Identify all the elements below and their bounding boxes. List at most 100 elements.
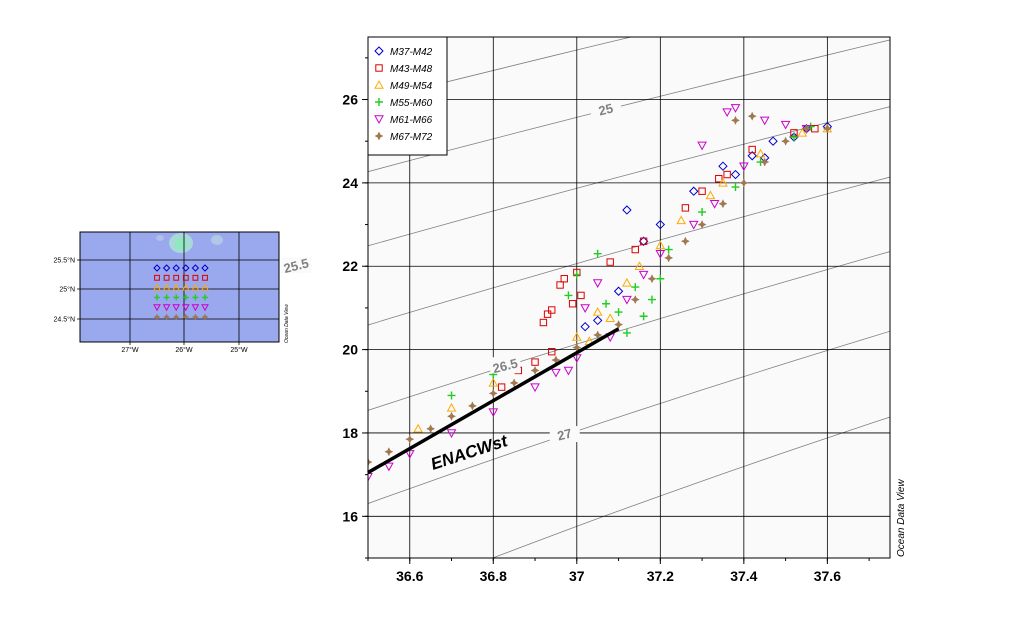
data-point [602,299,611,308]
data-point [551,368,561,378]
y-tick-label: 24 [342,175,358,191]
watermark-text: Ocean Data View [896,479,907,557]
data-point [739,178,749,188]
legend-marker [374,46,384,56]
data-point [488,408,499,418]
x-tick-label: 37.4 [730,568,757,584]
data-point [548,347,556,356]
data-point [647,274,657,284]
map-station-marker [153,313,161,321]
map-station-marker [163,294,170,301]
isopycnal-label-bg [549,426,580,443]
data-point [531,358,539,366]
map-lat-label: 24.5°N [54,316,75,324]
map-lat-label: 25°N [59,286,75,294]
data-point [811,124,819,133]
isopycnal-label-bg [490,357,521,374]
data-point [593,249,602,258]
map-station-marker [162,283,171,291]
data-point [467,401,477,411]
map-station-marker [153,304,161,312]
data-point [760,157,770,167]
series-M67-M72 [368,111,832,467]
x-tick-label: 37.6 [814,568,841,584]
isopycnal-line [368,176,890,326]
map-station-marker [172,304,181,312]
data-point [580,321,590,332]
data-point [730,104,741,113]
data-point [556,281,564,289]
legend: M37-M42 M43-M48 M49-M54 M55-M60 M61-M66 M67-M… [367,36,448,156]
data-point [368,473,373,482]
data-point [639,237,648,245]
series-M49-M54 [413,123,833,433]
data-point [638,270,649,280]
x-tick-label: 37 [569,568,585,584]
data-point [697,219,707,230]
data-point [698,208,707,217]
data-point [718,199,728,209]
data-point [606,258,614,266]
data-point [560,275,568,283]
data-point [539,318,548,327]
map-station-marker [191,264,200,272]
map-station-marker [201,313,209,321]
legend-marker [374,131,384,141]
data-point [801,124,812,134]
map-station-marker [191,313,199,321]
map-station-marker [172,313,180,321]
data-point [488,388,498,398]
data-point [709,200,720,209]
map-station-marker [182,313,190,321]
data-point [715,175,723,183]
data-point [680,236,690,246]
map-station-marker [162,264,171,272]
map-station-marker [182,274,189,281]
data-point [631,283,640,292]
data-point [655,240,666,250]
grid [368,37,890,558]
data-point [676,215,687,225]
map-station-marker [173,274,180,281]
isopycnal-line [368,39,890,173]
data-point [548,306,556,314]
axis-ticks: 36.6 36.8 37 37.2 37.4 37.6 16 18 20 22 24 26 [342,57,870,584]
map-lat-label: 25.5°N [54,257,75,265]
legend-marker [375,64,383,72]
data-point [446,402,457,412]
map-station-marker [191,304,200,312]
data-point [638,236,649,246]
map-station-marker [162,304,171,312]
data-point [622,328,631,337]
data-point [368,457,373,467]
data-point [738,162,749,172]
map-bathymetry-feature [156,235,164,241]
data-point [747,151,757,161]
map-station-marker [154,274,160,281]
y-tick-label: 18 [342,425,358,441]
map-station-marker [182,264,190,272]
data-point [664,253,674,263]
isopycnal-label: 25.5 [282,255,310,276]
data-point [647,295,656,304]
data-point [543,310,552,318]
data-point [759,116,770,126]
map-station-marker [201,304,209,312]
data-point [572,270,581,279]
data-point [747,111,757,121]
map-watermark: Ocean Data View [284,304,290,343]
data-point [822,124,832,134]
y-tick-label: 26 [342,92,358,108]
map-station-marker [172,283,181,291]
data-point [622,295,632,305]
data-point [622,277,632,287]
map-station-marker [201,264,209,272]
legend-marker [375,98,383,106]
legend-label: M67-M72 [390,132,433,143]
isopycnal-label-bg [590,100,621,117]
map-station-marker [191,283,200,291]
data-point [384,462,394,472]
data-point [718,177,728,187]
legend-label: M37-M42 [390,47,433,58]
